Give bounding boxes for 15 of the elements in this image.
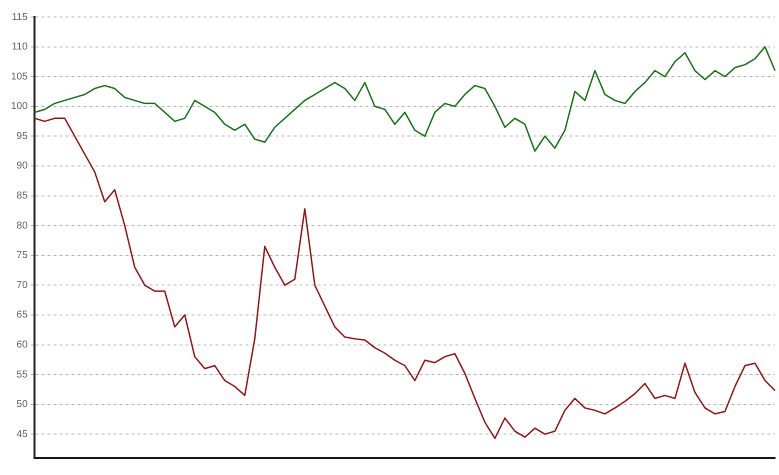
y-tick-label: 105 (10, 71, 28, 82)
y-tick-label: 95 (16, 130, 28, 142)
y-tick-label: 45 (16, 428, 28, 440)
y-tick-label: 60 (16, 340, 28, 351)
y-tick-label: 65 (16, 310, 28, 321)
y-tick-label: 80 (16, 220, 28, 232)
y-tick-label: 50 (16, 399, 28, 410)
y-tick-label: 100 (10, 101, 28, 112)
y-tick-label: 75 (16, 250, 28, 262)
y-tick-label: 70 (16, 280, 28, 291)
y-tick-label: 55 (16, 369, 28, 380)
y-tick-label: 115 (12, 12, 28, 23)
y-tick-label: 85 (16, 190, 28, 202)
y-tick-label: 110 (12, 42, 28, 53)
y-tick-label: 90 (16, 160, 28, 172)
